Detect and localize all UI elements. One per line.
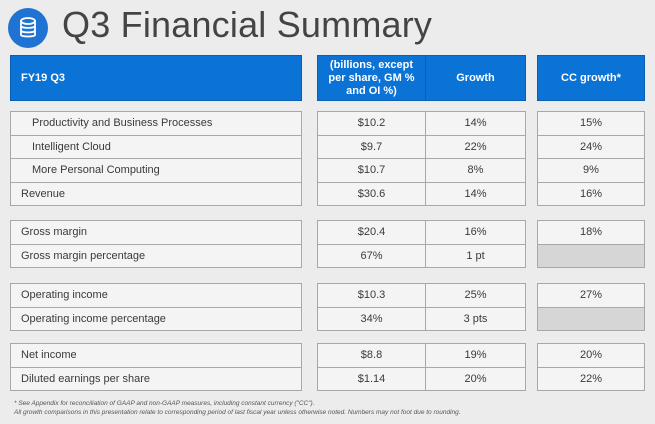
table-cell-value: $10.2 (317, 111, 426, 136)
database-icon (8, 8, 48, 48)
table-cell-value: 34% (317, 306, 426, 331)
table-cell-growth: 14% (425, 111, 526, 136)
table-cell-cc: 20% (537, 343, 645, 368)
table-cell-label: Intelligent Cloud (10, 134, 302, 159)
table-cell-growth: 8% (425, 158, 526, 183)
table-cell-label: Productivity and Business Processes (10, 111, 302, 136)
table-cell-value: $20.4 (317, 220, 426, 245)
table-cell-label: More Personal Computing (10, 158, 302, 183)
column-header-growth: Growth (425, 55, 526, 101)
table-cell-value: 67% (317, 243, 426, 268)
table-cell-label: Operating income (10, 283, 302, 308)
table-cell-value: $1.14 (317, 366, 426, 391)
table-cell-cc: 16% (537, 181, 645, 206)
table-cell-cc: 15% (537, 111, 645, 136)
table-cell-label: Operating income percentage (10, 306, 302, 331)
table-cell-value: $10.7 (317, 158, 426, 183)
table-cell-value: $10.3 (317, 283, 426, 308)
table-cell-growth: 25% (425, 283, 526, 308)
table-cell-label: Net income (10, 343, 302, 368)
table-cell-growth: 19% (425, 343, 526, 368)
column-header-cc-growth: CC growth* (537, 55, 645, 101)
table-cell-cc: 18% (537, 220, 645, 245)
slide-header: Q3 Financial Summary (0, 0, 655, 52)
table-cell-label: Revenue (10, 181, 302, 206)
table-cell-cc: 22% (537, 366, 645, 391)
footnote-appendix: * See Appendix for reconciliation of GAA… (14, 400, 315, 407)
table-cell-growth: 14% (425, 181, 526, 206)
table-cell-cc: 27% (537, 283, 645, 308)
table-cell-label: Gross margin (10, 220, 302, 245)
table-cell-growth: 3 pts (425, 306, 526, 331)
table-cell-growth: 20% (425, 366, 526, 391)
table-cell-value: $9.7 (317, 134, 426, 159)
column-header-label: FY19 Q3 (10, 55, 302, 101)
table-cell-cc: 24% (537, 134, 645, 159)
table-cell-cc: 9% (537, 158, 645, 183)
table-cell-label: Diluted earnings per share (10, 366, 302, 391)
footnote-comparisons: All growth comparisons in this presentat… (14, 409, 461, 416)
column-header-value: (billions, except per share, GM % and OI… (317, 55, 426, 101)
table-cell-growth: 1 pt (425, 243, 526, 268)
table-cell-value: $30.6 (317, 181, 426, 206)
table-cell-cc (537, 243, 645, 268)
page-title: Q3 Financial Summary (62, 4, 433, 45)
table-cell-value: $8.8 (317, 343, 426, 368)
table-cell-growth: 16% (425, 220, 526, 245)
table-cell-label: Gross margin percentage (10, 243, 302, 268)
table-cell-growth: 22% (425, 134, 526, 159)
table-cell-cc (537, 306, 645, 331)
